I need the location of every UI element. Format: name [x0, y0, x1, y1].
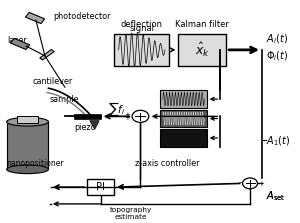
Text: topography
estimate: topography estimate	[110, 207, 152, 220]
Bar	[17, 116, 38, 123]
Text: nanopositioner: nanopositioner	[7, 159, 64, 168]
Text: z-axis controller: z-axis controller	[135, 159, 200, 168]
Text: $A_{\rm set}$: $A_{\rm set}$	[266, 190, 285, 203]
Polygon shape	[40, 50, 54, 60]
Text: cantilever: cantilever	[32, 77, 72, 86]
Text: $A_i(t)$: $A_i(t)$	[266, 33, 288, 46]
Text: -: -	[238, 178, 242, 187]
Text: sample: sample	[50, 95, 80, 103]
Bar	[178, 34, 226, 66]
Text: $\hat{x}_k$: $\hat{x}_k$	[195, 41, 210, 59]
Text: +: +	[259, 182, 265, 188]
Bar	[87, 179, 114, 195]
Text: piezo: piezo	[74, 123, 95, 132]
Text: PI: PI	[96, 182, 105, 192]
Text: Kalman filter: Kalman filter	[175, 20, 229, 29]
Text: signal: signal	[129, 24, 154, 33]
Text: $\Phi_i(t)$: $\Phi_i(t)$	[266, 49, 288, 63]
Ellipse shape	[7, 118, 49, 126]
Text: $A_1(t)$: $A_1(t)$	[266, 134, 290, 148]
Polygon shape	[90, 121, 99, 129]
Text: +: +	[125, 112, 130, 118]
Text: deflection: deflection	[121, 20, 163, 29]
Bar	[114, 34, 169, 66]
Circle shape	[132, 110, 149, 122]
Bar	[74, 114, 101, 119]
Text: photodetector: photodetector	[53, 12, 110, 21]
Circle shape	[243, 178, 257, 189]
Text: $\sum f_i$: $\sum f_i$	[108, 100, 126, 118]
Ellipse shape	[7, 165, 49, 174]
Text: +: +	[125, 115, 130, 121]
Polygon shape	[11, 38, 30, 50]
Polygon shape	[26, 12, 45, 24]
Bar	[160, 90, 207, 108]
Bar	[7, 122, 49, 169]
Bar	[160, 129, 207, 147]
Text: $A_{\rm set}$: $A_{\rm set}$	[266, 190, 285, 203]
Bar	[160, 110, 207, 127]
Text: laser: laser	[7, 36, 27, 45]
